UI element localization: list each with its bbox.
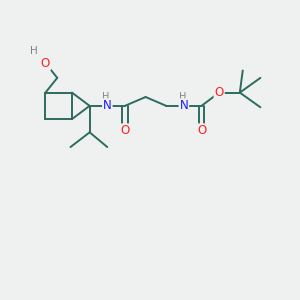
Text: H: H — [30, 46, 38, 56]
Text: H: H — [179, 92, 186, 102]
Text: O: O — [41, 57, 50, 70]
Text: O: O — [214, 86, 224, 99]
Text: H: H — [102, 92, 110, 102]
Text: N: N — [103, 99, 112, 112]
Text: O: O — [197, 124, 206, 137]
Text: O: O — [120, 124, 130, 137]
Text: N: N — [179, 99, 188, 112]
